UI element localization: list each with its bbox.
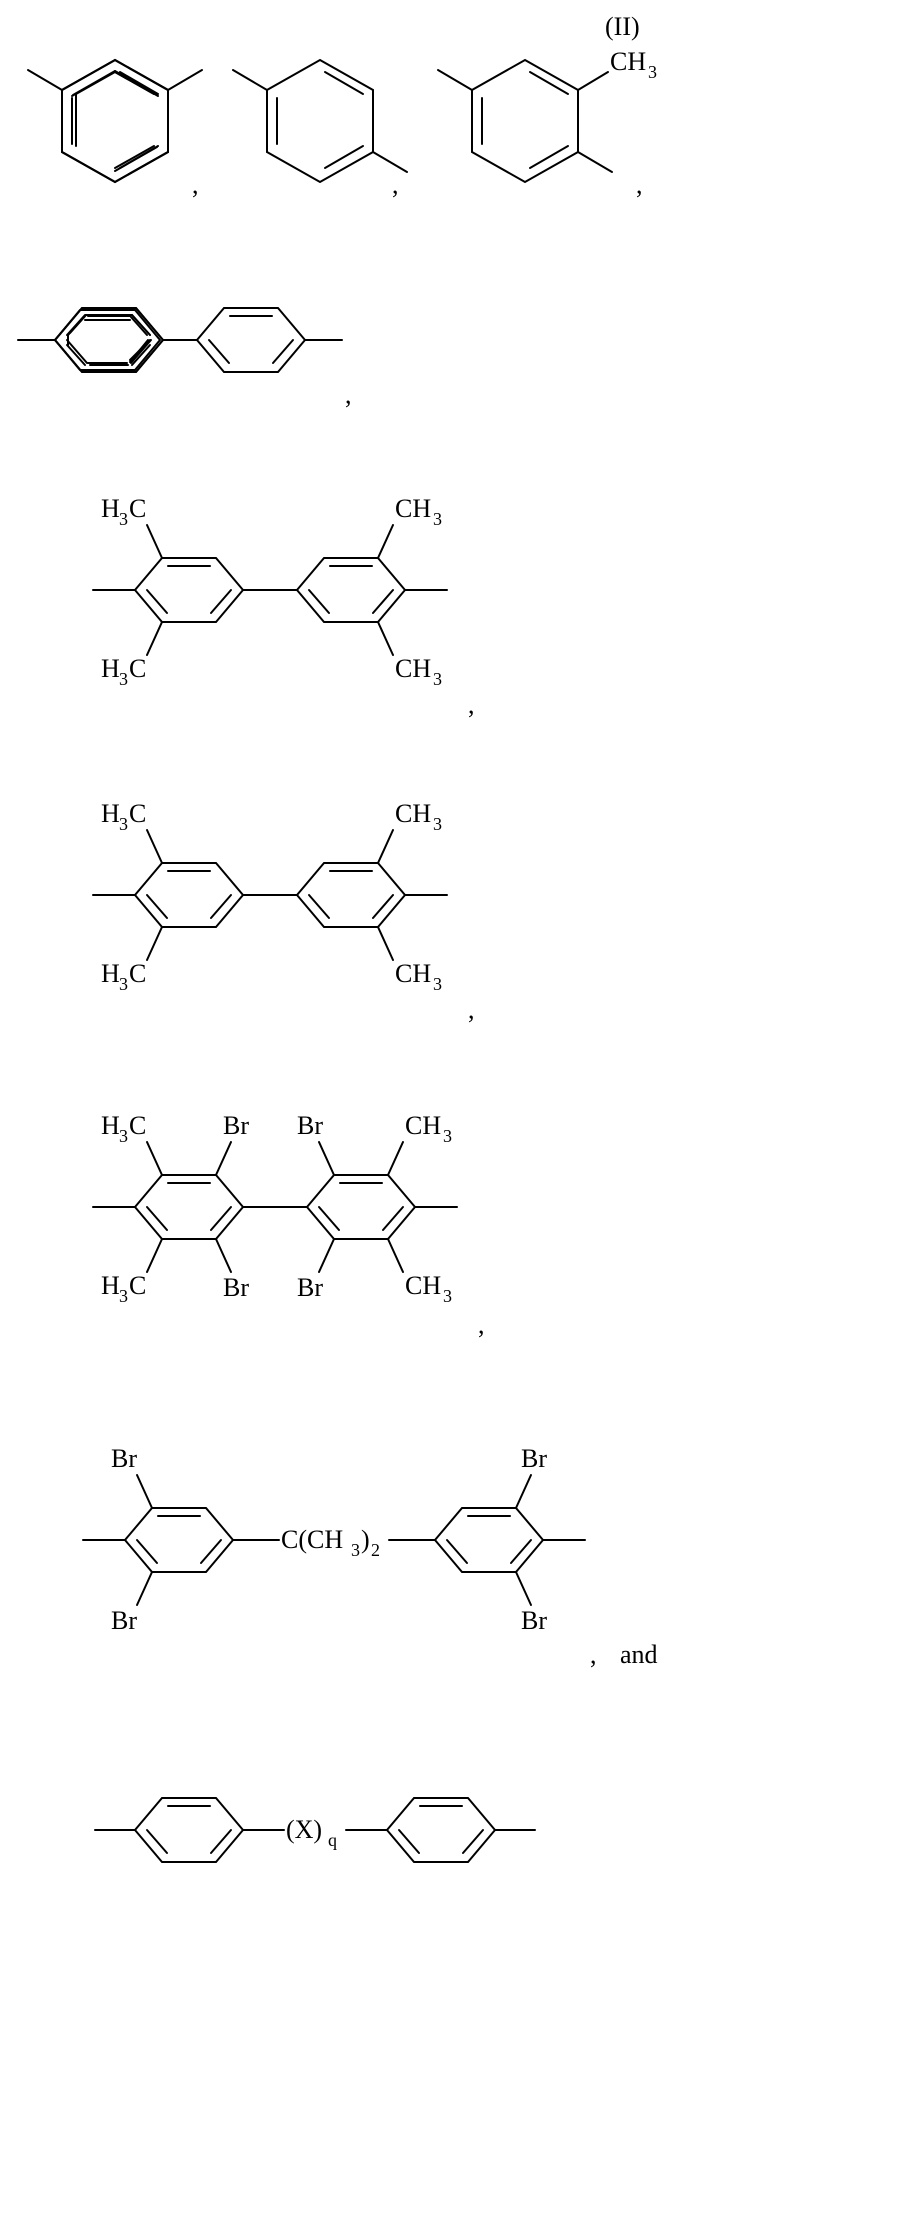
svg-text:CH: CH (395, 494, 431, 523)
svg-text:C(CH: C(CH (281, 1525, 343, 1554)
structure-9-bridge-xq: (X) q (80, 1755, 570, 1905)
structure-4-separator: , (345, 380, 352, 410)
structure-1-separator: , (192, 170, 199, 200)
structure-1-meta-benzene (20, 40, 210, 185)
svg-text:C: C (129, 1111, 146, 1140)
svg-text:CH: CH (405, 1271, 441, 1300)
structure-8-separator: , (590, 1640, 597, 1670)
structure-3-methylbenzene: CH 3 (430, 30, 660, 210)
svg-text:3: 3 (119, 669, 128, 689)
structure-8-isopropylidene-tetrabromo: Br Br Br Br C(CH 3 ) 2 (55, 1395, 655, 1685)
structure-2-separator: , (392, 170, 399, 200)
svg-text:C: C (129, 799, 146, 828)
ch3-sub: 3 (648, 62, 657, 82)
svg-text:3: 3 (433, 814, 442, 834)
svg-text:C: C (129, 494, 146, 523)
svg-text:3: 3 (443, 1126, 452, 1146)
svg-text:3: 3 (433, 974, 442, 994)
svg-text:2: 2 (371, 1540, 380, 1560)
svg-text:Br: Br (297, 1273, 323, 1302)
svg-text:Br: Br (297, 1111, 323, 1140)
structure-7-separator: , (478, 1310, 485, 1340)
svg-text:): ) (361, 1525, 370, 1554)
svg-text:CH: CH (395, 799, 431, 828)
svg-text:CH: CH (395, 959, 431, 988)
svg-text:Br: Br (111, 1444, 137, 1473)
svg-text:3: 3 (119, 509, 128, 529)
svg-text:3: 3 (119, 814, 128, 834)
structure-2-para-benzene (225, 40, 415, 210)
page: (II) (0, 0, 899, 2229)
ch3-label: CH (610, 47, 646, 76)
svg-text:Br: Br (223, 1273, 249, 1302)
svg-text:3: 3 (433, 669, 442, 689)
svg-text:3: 3 (443, 1286, 452, 1306)
svg-text:Br: Br (521, 1606, 547, 1635)
svg-text:C: C (129, 959, 146, 988)
structure-4-biphenyl (0, 275, 360, 405)
svg-text:CH: CH (395, 654, 431, 683)
svg-text:H: H (101, 1111, 120, 1140)
structure-7-tetramethyl-tetrabromo-biphenyl: H3C H3C CH3 CH3 Br Br Br Br (55, 1075, 525, 1340)
svg-text:H: H (101, 494, 120, 523)
structure-5-separator: , (468, 690, 475, 720)
svg-text:3: 3 (119, 1286, 128, 1306)
structure-5-tetramethyl-biphenyl: H 3 C H 3 C CH 3 CH 3 (55, 465, 505, 715)
svg-text:3: 3 (433, 509, 442, 529)
svg-text:(X): (X) (286, 1815, 322, 1844)
svg-text:C: C (129, 1271, 146, 1300)
svg-text:3: 3 (119, 974, 128, 994)
svg-text:C: C (129, 654, 146, 683)
structure-3-separator: , (636, 170, 643, 200)
svg-text:H: H (101, 799, 120, 828)
structure-6-tetramethyl-biphenyl: H 3 C H 3 C CH 3 CH 3 (55, 770, 505, 1020)
svg-text:H: H (101, 1271, 120, 1300)
svg-text:q: q (328, 1830, 337, 1850)
svg-text:3: 3 (351, 1540, 360, 1560)
svg-text:H: H (101, 654, 120, 683)
svg-text:Br: Br (111, 1606, 137, 1635)
structure-6-separator: , (468, 995, 475, 1025)
svg-text:Br: Br (521, 1444, 547, 1473)
svg-text:Br: Br (223, 1111, 249, 1140)
svg-text:3: 3 (119, 1126, 128, 1146)
structure-8-tailword: and (620, 1640, 658, 1670)
svg-text:H: H (101, 959, 120, 988)
svg-text:CH: CH (405, 1111, 441, 1140)
